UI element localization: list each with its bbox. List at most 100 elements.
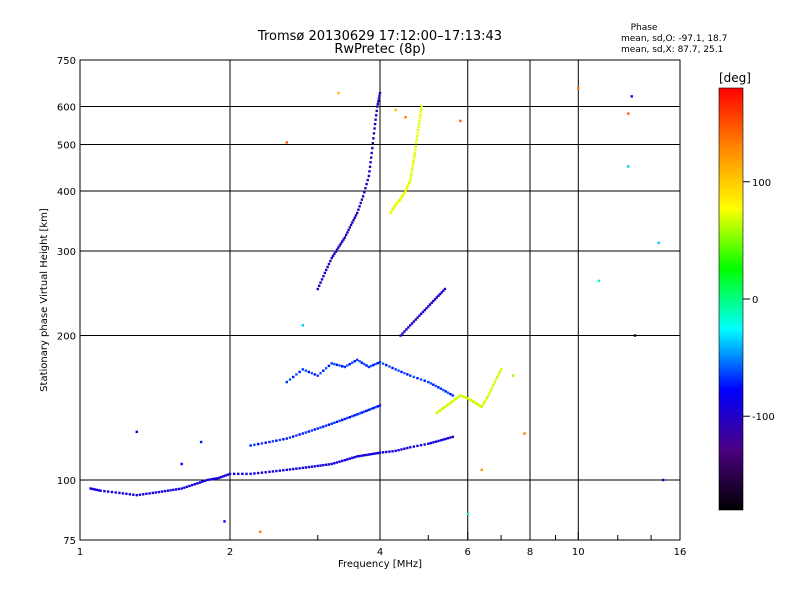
data-point xyxy=(125,492,128,496)
data-point xyxy=(407,326,410,329)
data-point xyxy=(275,469,278,473)
data-point xyxy=(479,404,482,408)
data-point xyxy=(429,382,433,385)
data-point xyxy=(288,378,292,381)
phase-stats-title: Phase xyxy=(631,23,658,33)
data-point xyxy=(415,141,418,145)
data-point xyxy=(114,491,117,494)
data-point xyxy=(320,278,324,281)
data-point xyxy=(346,416,349,420)
data-point xyxy=(417,125,420,129)
data-point xyxy=(427,442,430,445)
data-point xyxy=(341,418,344,422)
data-point xyxy=(381,362,385,365)
data-point xyxy=(282,438,285,441)
data-point xyxy=(341,240,344,243)
data-point xyxy=(348,362,351,366)
data-point xyxy=(389,211,392,215)
data-point xyxy=(475,402,478,405)
data-point xyxy=(412,445,416,448)
data-point xyxy=(413,154,416,157)
x-tick-label: 2 xyxy=(227,547,233,558)
data-point xyxy=(392,206,395,210)
data-point xyxy=(463,395,467,399)
data-point xyxy=(371,142,375,145)
data-point xyxy=(435,296,438,299)
x-tick-label: 8 xyxy=(527,547,533,558)
data-point xyxy=(106,490,110,493)
data-point xyxy=(405,328,408,331)
phase-stats-x: mean, sd,X: 87.7, 25.1 xyxy=(621,45,723,55)
data-point xyxy=(480,468,483,472)
data-point xyxy=(160,490,163,493)
grid-lines xyxy=(80,60,680,540)
data-point xyxy=(344,233,348,237)
data-point xyxy=(193,483,197,486)
data-point xyxy=(217,476,221,480)
data-point xyxy=(366,178,369,182)
data-point xyxy=(148,492,151,495)
data-point xyxy=(360,361,364,364)
data-point xyxy=(301,466,305,470)
data-point xyxy=(307,430,310,433)
data-point xyxy=(391,366,394,370)
data-point xyxy=(373,127,376,130)
data-point xyxy=(358,412,361,415)
data-point xyxy=(268,470,271,474)
y-tick-label: 100 xyxy=(57,476,76,487)
data-point xyxy=(446,437,450,440)
data-point xyxy=(91,487,94,491)
data-point xyxy=(446,391,450,394)
y-axis: 75 100 200 300 400 500 600 750 xyxy=(57,56,88,547)
data-point xyxy=(419,113,422,117)
data-point xyxy=(337,91,340,95)
data-point xyxy=(400,448,403,451)
data-point xyxy=(456,396,459,399)
data-point xyxy=(241,472,244,476)
data-point xyxy=(317,284,321,288)
data-point xyxy=(169,489,172,492)
data-point xyxy=(185,485,189,489)
data-point xyxy=(285,468,288,472)
data-point xyxy=(363,454,366,457)
colorbar-label: [deg] xyxy=(719,71,751,85)
data-point xyxy=(488,391,491,395)
data-point xyxy=(363,410,366,413)
data-point xyxy=(414,148,417,151)
data-point xyxy=(358,205,361,208)
data-point xyxy=(496,375,499,379)
data-point xyxy=(410,322,414,325)
data-point xyxy=(418,119,421,123)
data-point xyxy=(414,318,417,321)
data-point xyxy=(93,488,96,491)
x-tick-label: 1 xyxy=(77,547,83,558)
data-point xyxy=(394,368,397,371)
data-point xyxy=(285,437,288,440)
data-point xyxy=(304,466,308,469)
data-point xyxy=(310,465,313,468)
data-point xyxy=(411,165,414,168)
data-point xyxy=(376,105,379,108)
data-point xyxy=(438,292,442,296)
data-point xyxy=(138,493,142,496)
data-point xyxy=(141,493,145,496)
data-point xyxy=(419,111,423,114)
data-point xyxy=(253,443,256,447)
data-point xyxy=(390,210,393,213)
data-point xyxy=(324,463,328,466)
data-point xyxy=(407,183,410,187)
data-point xyxy=(369,161,372,164)
x-tick-label: 16 xyxy=(674,547,687,558)
data-point xyxy=(412,159,415,163)
data-point xyxy=(432,441,435,444)
data-point xyxy=(347,228,350,232)
data-point xyxy=(237,472,240,476)
data-point xyxy=(180,462,183,466)
data-point xyxy=(409,176,412,180)
data-point xyxy=(335,363,339,367)
chart-title: Tromsø 20130629 17:12:00–17:13:43 xyxy=(257,29,502,44)
data-point xyxy=(434,440,438,443)
y-tick-label: 600 xyxy=(57,103,76,114)
data-point xyxy=(627,112,630,115)
data-point xyxy=(391,450,394,453)
